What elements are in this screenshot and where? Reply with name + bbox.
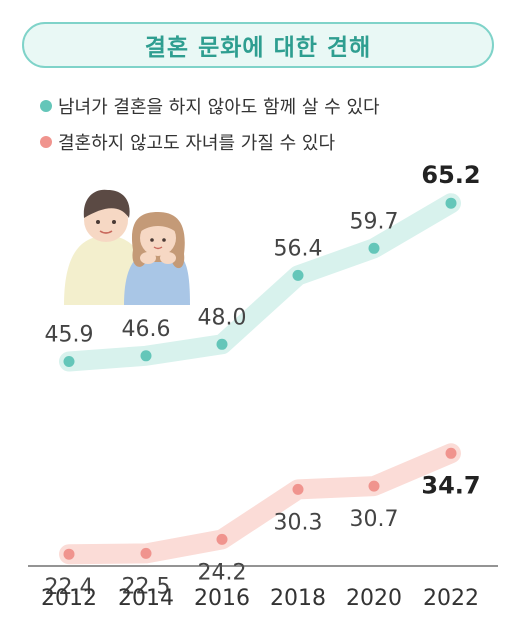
point-cohabit-2020 bbox=[368, 242, 380, 254]
data-label-children-2022: 34.7 bbox=[421, 471, 480, 499]
data-label-children-2016: 24.2 bbox=[198, 560, 247, 585]
point-children-2022 bbox=[445, 447, 457, 459]
point-children-2012 bbox=[63, 548, 75, 560]
x-tick-2016: 2016 bbox=[194, 586, 250, 611]
data-label-children-2014: 22.5 bbox=[122, 574, 171, 599]
point-children-2018 bbox=[292, 483, 304, 495]
x-tick-2022: 2022 bbox=[423, 586, 479, 611]
x-tick-2012: 2012 bbox=[41, 586, 97, 611]
data-label-children-2018: 30.3 bbox=[274, 510, 323, 535]
legend-label-children: 결혼하지 않고도 자녀를 가질 수 있다 bbox=[58, 133, 336, 154]
legend-label-cohabit: 남녀가 결혼을 하지 않아도 함께 살 수 있다 bbox=[58, 97, 380, 118]
x-tick-2014: 2014 bbox=[118, 586, 174, 611]
series-band-cohabit bbox=[59, 193, 461, 372]
point-cohabit-2022 bbox=[445, 197, 457, 209]
data-label-children-2012: 22.4 bbox=[45, 575, 94, 600]
legend-dot-pink bbox=[40, 136, 52, 148]
point-children-2020 bbox=[368, 480, 380, 492]
data-label-children-2020: 30.7 bbox=[350, 507, 399, 532]
data-label-cohabit-2018: 56.4 bbox=[274, 236, 323, 261]
point-children-2014 bbox=[140, 547, 152, 559]
point-cohabit-2014 bbox=[140, 350, 152, 362]
data-label-cohabit-2014: 46.6 bbox=[122, 317, 171, 342]
point-cohabit-2016 bbox=[216, 338, 228, 350]
point-cohabit-2012 bbox=[63, 356, 75, 367]
legend-dot-teal bbox=[40, 100, 52, 112]
legend: 남녀가 결혼을 하지 않아도 함께 살 수 있다 결혼하지 않고도 자녀를 가질… bbox=[40, 92, 380, 164]
data-label-cohabit-2022: 65.2 bbox=[421, 161, 480, 189]
legend-item-children: 결혼하지 않고도 자녀를 가질 수 있다 bbox=[40, 128, 380, 156]
point-children-2016 bbox=[216, 533, 228, 545]
x-tick-2020: 2020 bbox=[346, 586, 402, 611]
title-banner: 결혼 문화에 대한 견해 bbox=[22, 22, 494, 68]
data-label-cohabit-2016: 48.0 bbox=[198, 305, 247, 330]
point-cohabit-2018 bbox=[292, 269, 304, 281]
series-band-children bbox=[59, 443, 461, 565]
data-label-cohabit-2020: 59.7 bbox=[350, 209, 399, 234]
data-label-cohabit-2012: 45.9 bbox=[45, 323, 94, 348]
legend-item-cohabit: 남녀가 결혼을 하지 않아도 함께 살 수 있다 bbox=[40, 92, 380, 120]
couple-illustration bbox=[64, 189, 190, 305]
chart-title: 결혼 문화에 대한 견해 bbox=[144, 35, 372, 61]
x-tick-2018: 2018 bbox=[270, 586, 326, 611]
